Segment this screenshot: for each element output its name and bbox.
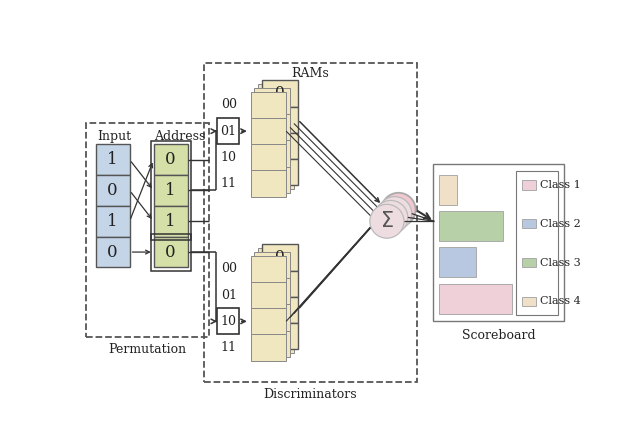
Bar	[259, 137, 294, 163]
Bar	[259, 248, 294, 275]
Bar	[439, 247, 476, 278]
Bar	[522, 297, 536, 306]
Bar	[259, 327, 294, 353]
Text: 0: 0	[275, 277, 285, 291]
Circle shape	[378, 197, 412, 231]
Bar	[259, 275, 294, 300]
Bar	[439, 211, 503, 241]
Bar	[217, 118, 239, 144]
Bar	[516, 171, 558, 315]
Circle shape	[370, 204, 404, 238]
Text: Address: Address	[154, 130, 206, 143]
Bar	[259, 84, 294, 110]
Bar	[262, 159, 298, 185]
Text: Permutation: Permutation	[108, 343, 186, 356]
Bar	[522, 219, 536, 228]
Bar	[250, 256, 286, 282]
Bar	[262, 81, 298, 106]
Text: Class 2: Class 2	[540, 219, 580, 229]
Text: $\Sigma$: $\Sigma$	[380, 211, 394, 231]
Text: 00: 00	[221, 263, 237, 275]
Bar	[250, 118, 286, 144]
Bar	[204, 63, 417, 382]
Bar	[154, 206, 188, 237]
Circle shape	[374, 200, 408, 235]
Text: 1: 1	[165, 213, 176, 230]
Bar	[254, 166, 290, 193]
Circle shape	[381, 193, 415, 227]
Bar	[259, 163, 294, 189]
Bar	[522, 181, 536, 190]
Text: RAMs: RAMs	[292, 67, 330, 80]
Bar	[254, 114, 290, 141]
Bar	[95, 237, 129, 267]
Text: 1: 1	[108, 151, 118, 168]
Bar	[433, 163, 564, 321]
Bar	[86, 123, 209, 337]
Text: Input: Input	[97, 130, 131, 143]
Bar	[95, 206, 129, 237]
Bar	[254, 331, 290, 357]
Bar	[150, 234, 191, 271]
Text: Scoreboard: Scoreboard	[461, 329, 535, 342]
Text: 1: 1	[275, 139, 285, 153]
Text: Class 3: Class 3	[540, 258, 580, 267]
Bar	[262, 106, 298, 133]
Bar	[439, 283, 513, 314]
Text: Class 4: Class 4	[540, 296, 580, 306]
Text: Discriminators: Discriminators	[264, 388, 357, 401]
Bar	[254, 304, 290, 331]
Text: 11: 11	[221, 341, 237, 354]
Bar	[250, 92, 286, 118]
Bar	[259, 110, 294, 137]
Text: 0: 0	[275, 165, 285, 179]
Text: 0: 0	[275, 251, 285, 264]
Bar	[254, 141, 290, 166]
Text: 00: 00	[221, 98, 237, 112]
Text: 01: 01	[221, 289, 237, 302]
Text: 0: 0	[108, 243, 118, 261]
Bar	[250, 144, 286, 170]
Text: 1: 1	[108, 213, 118, 230]
Text: 0: 0	[108, 182, 118, 199]
Bar	[250, 170, 286, 197]
Text: 01: 01	[221, 125, 237, 138]
Text: 0: 0	[275, 86, 285, 101]
Bar	[154, 144, 188, 175]
Bar	[522, 258, 536, 267]
Bar	[217, 308, 239, 335]
Text: 0: 0	[165, 151, 176, 168]
Bar	[154, 175, 188, 206]
Bar	[262, 323, 298, 349]
Text: 1: 1	[275, 329, 285, 343]
Bar	[250, 335, 286, 360]
Bar	[262, 297, 298, 323]
Bar	[254, 88, 290, 114]
Text: 10: 10	[221, 315, 237, 328]
Bar	[262, 133, 298, 159]
Bar	[154, 237, 188, 267]
Bar	[262, 244, 298, 271]
Bar	[439, 175, 457, 205]
Bar	[250, 308, 286, 335]
Bar	[95, 175, 129, 206]
Bar	[254, 278, 290, 304]
Text: 0: 0	[275, 303, 285, 317]
Text: 10: 10	[220, 315, 236, 328]
Text: 1: 1	[165, 182, 176, 199]
Text: 1: 1	[275, 113, 285, 127]
Text: 01: 01	[220, 125, 236, 138]
Bar	[95, 144, 129, 175]
Bar	[259, 300, 294, 327]
Text: Class 1: Class 1	[540, 180, 580, 190]
Text: 11: 11	[221, 177, 237, 190]
Bar	[150, 141, 191, 240]
Text: 10: 10	[221, 151, 237, 164]
Bar	[254, 252, 290, 278]
Bar	[250, 282, 286, 308]
Bar	[262, 271, 298, 297]
Text: 0: 0	[165, 243, 176, 261]
